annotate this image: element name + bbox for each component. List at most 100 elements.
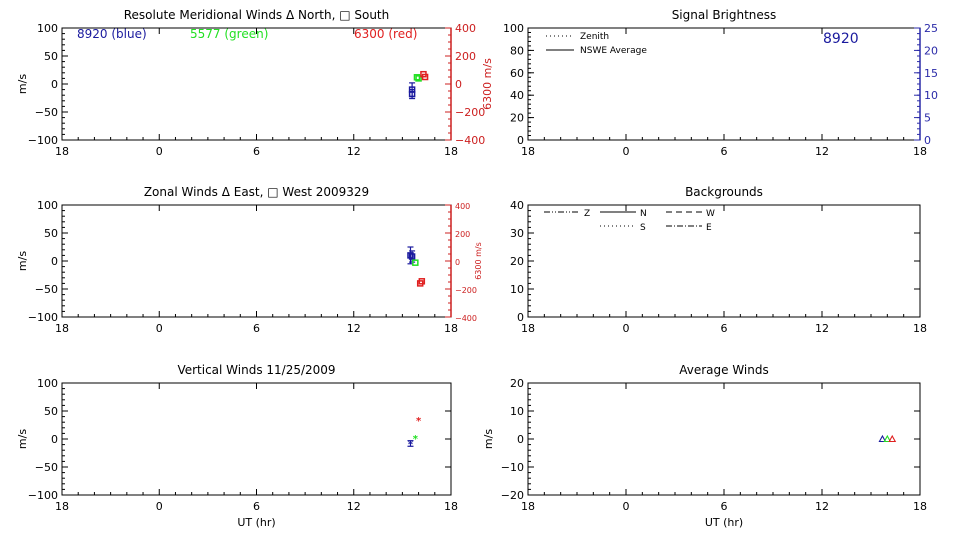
wavelength-label: 6300 (red): [354, 27, 417, 41]
y2-axis-label: 6300 m/s: [481, 58, 494, 110]
y-tick-label: 100: [503, 22, 524, 35]
y-tick-label: 50: [44, 227, 58, 240]
data-point: [415, 75, 422, 82]
y-tick-label: −50: [35, 106, 58, 119]
x-tick-label: 18: [913, 322, 927, 335]
data-point: *: [416, 416, 422, 427]
x-tick-label: 18: [444, 145, 458, 158]
y2-axis-label: 6300 m/s: [474, 242, 483, 280]
y-tick-label: 0: [517, 311, 524, 324]
y2-tick-label: −200: [455, 286, 477, 295]
legend-label: NSWE Average: [580, 46, 647, 56]
plot-frame: [527, 382, 921, 496]
x-tick-label: 0: [156, 500, 163, 513]
panel-1: Resolute Meridional Winds Δ North, □ Sou…: [16, 8, 494, 158]
wavelength-label: 8920 (blue): [77, 27, 147, 41]
y-tick-label: −50: [35, 283, 58, 296]
y-tick-label: 60: [510, 67, 524, 80]
y2-tick-label: 0: [924, 134, 931, 147]
x-tick-label: 6: [253, 145, 260, 158]
data-point: [408, 253, 416, 260]
x-tick-label: 18: [521, 145, 535, 158]
y2-tick-label: 200: [455, 50, 476, 63]
y-tick-label: 0: [51, 433, 58, 446]
chart-title: Backgrounds: [685, 185, 763, 199]
y-axis-label: m/s: [16, 74, 29, 94]
x-tick-label: 18: [913, 145, 927, 158]
y-tick-label: −100: [28, 489, 58, 502]
data-point: [421, 73, 429, 81]
panel-3: Zonal Winds Δ East, □ West 2009329 18 0 6 12…: [16, 185, 483, 335]
data-point: [407, 252, 414, 259]
series-8920: [408, 82, 416, 100]
x-tick-label: 6: [721, 500, 728, 513]
y-tick-label: −20: [501, 489, 524, 502]
series-6300: [888, 434, 897, 443]
x-tick-label: 6: [721, 322, 728, 335]
plot-frame: [61, 27, 452, 141]
x-tick-label: 0: [156, 145, 163, 158]
y-tick-label: 10: [510, 405, 524, 418]
y2-tick-label: −200: [455, 106, 485, 119]
series-5577: [413, 74, 422, 82]
y2-tick-label: 400: [455, 22, 476, 35]
y-tick-label: 20: [510, 255, 524, 268]
chart-title: Vertical Winds 11/25/2009: [177, 363, 335, 377]
x-tick-label: 6: [721, 145, 728, 158]
x-tick-label: 0: [623, 145, 630, 158]
x-tick-label: 18: [444, 500, 458, 513]
y2-tick-label: −400: [455, 314, 477, 323]
data-point: *: [408, 439, 414, 450]
y-tick-label: −100: [28, 134, 58, 147]
x-tick-label: 18: [55, 145, 69, 158]
y-axis-label: m/s: [16, 251, 29, 271]
legend-label: E: [706, 223, 712, 233]
chart-title: Average Winds: [679, 363, 769, 377]
y2-tick-label: 10: [924, 89, 938, 102]
x-tick-label: 12: [347, 322, 361, 335]
data-point: [408, 90, 416, 98]
chart-title: Zonal Winds Δ East, □ West 2009329: [144, 185, 369, 199]
y-tick-label: 20: [510, 377, 524, 390]
x-tick-label: 18: [55, 500, 69, 513]
chart-title: Resolute Meridional Winds Δ North, □ Sou…: [124, 8, 390, 22]
x-tick-label: 18: [521, 500, 535, 513]
y2-tick-label: 15: [924, 67, 938, 80]
x-axis-label: UT (hr): [705, 516, 743, 529]
y-tick-label: −50: [35, 461, 58, 474]
x-tick-label: 18: [444, 322, 458, 335]
series-5577: [883, 434, 892, 443]
wavelength-label: 5577 (green): [190, 27, 268, 41]
data-point: *: [413, 434, 419, 445]
y2-tick-label: 0: [455, 258, 460, 267]
y2-tick-label: 20: [924, 44, 938, 57]
series-8920: *: [407, 439, 414, 450]
data-point: [883, 434, 892, 443]
x-tick-label: 12: [815, 322, 829, 335]
legend-label: Zenith: [580, 32, 609, 42]
series-5577: [412, 259, 419, 266]
y-tick-label: 50: [44, 50, 58, 63]
y-tick-label: 100: [37, 22, 58, 35]
plot-frame: [61, 382, 452, 496]
series-8920: [878, 434, 887, 443]
y-tick-label: 10: [510, 283, 524, 296]
y-tick-label: 0: [51, 78, 58, 91]
x-tick-label: 18: [913, 500, 927, 513]
y-tick-label: 0: [51, 255, 58, 268]
x-tick-label: 6: [253, 322, 260, 335]
data-point: [878, 434, 887, 443]
y-tick-label: 50: [44, 405, 58, 418]
y-axis-label: m/s: [16, 429, 29, 449]
plot-frame: [527, 204, 921, 318]
y-tick-label: 80: [510, 44, 524, 57]
plot-frame: [61, 204, 452, 318]
data-point: [888, 434, 897, 443]
y-tick-label: 30: [510, 227, 524, 240]
y-tick-label: 0: [517, 433, 524, 446]
